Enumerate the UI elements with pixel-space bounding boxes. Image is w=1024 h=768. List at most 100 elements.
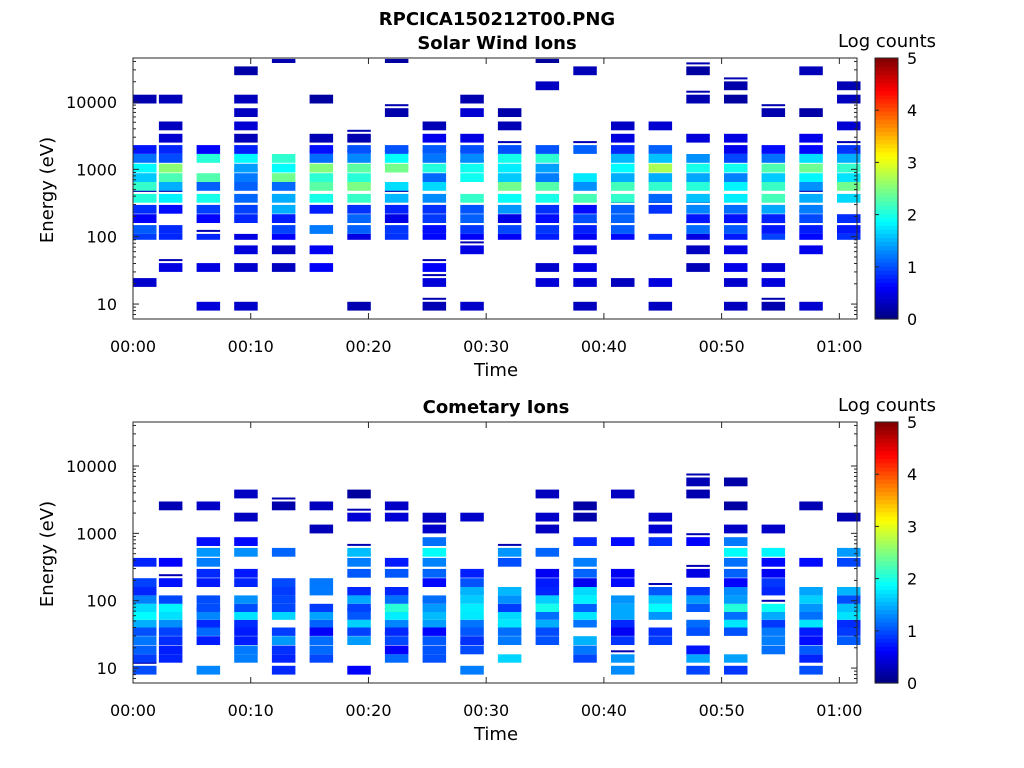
spectrogram-cell bbox=[686, 537, 710, 546]
spectrogram-cell bbox=[799, 133, 823, 143]
spectrogram-cell bbox=[497, 233, 522, 240]
spectrogram-cell bbox=[761, 263, 786, 272]
spectrogram-cell bbox=[460, 512, 484, 522]
spectrogram-cell bbox=[573, 245, 597, 255]
spectrogram-cell bbox=[158, 619, 183, 628]
spectrogram-cell bbox=[196, 145, 221, 154]
colorbar-segment bbox=[875, 532, 898, 537]
spectrogram-cell bbox=[158, 94, 183, 104]
colorbar-segment bbox=[875, 646, 898, 651]
colorbar-segment bbox=[875, 245, 898, 251]
spectrogram-cell bbox=[611, 214, 635, 223]
spectrogram-cell bbox=[686, 204, 710, 214]
spectrogram-cell bbox=[535, 204, 560, 214]
colorbar-segment bbox=[875, 450, 898, 456]
spectrogram-cell bbox=[196, 301, 221, 311]
spectrogram-cell bbox=[309, 603, 334, 612]
spectrogram-cell bbox=[158, 612, 183, 620]
spectrogram-cell bbox=[648, 163, 673, 173]
spectrogram-cell bbox=[799, 587, 823, 596]
spectrogram-cell bbox=[271, 173, 296, 182]
spectrogram-cell bbox=[460, 578, 484, 587]
spectrogram-cell bbox=[271, 204, 296, 214]
spectrogram-cell bbox=[460, 163, 484, 173]
spectrogram-cell bbox=[196, 233, 221, 240]
spectrogram-cell bbox=[724, 94, 748, 104]
spectrogram-cell bbox=[158, 173, 183, 182]
colorbar-segment bbox=[875, 589, 898, 594]
spectrogram-cell bbox=[271, 645, 296, 655]
spectrogram-cell bbox=[384, 645, 409, 655]
colorbar-segment bbox=[875, 487, 898, 492]
spectrogram-cell bbox=[309, 145, 334, 154]
x-tick-label: 00:40 bbox=[581, 701, 627, 720]
spectrogram-cell bbox=[837, 214, 861, 223]
spectrogram-cell bbox=[573, 636, 597, 645]
spectrogram-cell bbox=[535, 587, 560, 596]
spectrogram-cell bbox=[724, 278, 748, 287]
x-tick-label: 00:20 bbox=[345, 337, 391, 356]
spectrogram-cell bbox=[724, 204, 748, 214]
spectrogram-cell bbox=[497, 636, 522, 645]
spectrogram-cell bbox=[347, 557, 371, 567]
spectrogram-cell bbox=[422, 520, 447, 523]
colorbar-segment bbox=[875, 286, 898, 292]
spectrogram-cell bbox=[347, 619, 371, 628]
spectrogram-cell bbox=[837, 163, 861, 173]
spectrogram-cell bbox=[384, 595, 409, 604]
spectrogram-cell bbox=[837, 81, 861, 91]
colorbar-segment bbox=[875, 111, 898, 116]
spectrogram-cell bbox=[761, 524, 786, 534]
colorbar-segment bbox=[875, 86, 898, 92]
colorbar-segment bbox=[875, 658, 898, 664]
spectrogram-cell bbox=[648, 182, 673, 191]
spectrogram-cell bbox=[234, 619, 258, 628]
spectrogram-cell bbox=[460, 214, 484, 223]
spectrogram-cell bbox=[573, 263, 597, 272]
spectrogram-cell bbox=[460, 94, 484, 104]
spectrogram-cell bbox=[799, 233, 823, 240]
spectrogram-cell bbox=[196, 578, 221, 587]
spectrogram-cell bbox=[158, 654, 183, 663]
spectrogram-cell bbox=[158, 145, 183, 154]
spectrogram-cell bbox=[347, 173, 371, 182]
spectrogram-cell bbox=[309, 578, 334, 587]
spectrogram-cell bbox=[347, 129, 371, 132]
spectrogram-cell bbox=[724, 595, 748, 604]
spectrogram-cell bbox=[761, 619, 786, 628]
spectrogram-cell bbox=[384, 654, 409, 663]
spectrogram-cell bbox=[271, 225, 296, 234]
colorbar-segment bbox=[875, 159, 898, 165]
spectrogram-cell bbox=[648, 627, 673, 636]
colorbar-segment bbox=[875, 491, 898, 497]
spectrogram-cell bbox=[535, 595, 560, 604]
colorbar-tick-label: 5 bbox=[907, 413, 917, 432]
spectrogram-cell bbox=[309, 587, 334, 596]
colorbar-segment bbox=[875, 454, 898, 460]
spectrogram-cell bbox=[133, 645, 157, 655]
spectrogram-cell bbox=[271, 263, 296, 272]
spectrogram-cell bbox=[309, 173, 334, 182]
spectrogram-cell bbox=[535, 619, 560, 628]
spectrogram-cell bbox=[497, 145, 522, 154]
spectrogram-cell bbox=[497, 182, 522, 191]
spectrogram-cell bbox=[347, 182, 371, 191]
spectrogram-cell bbox=[422, 301, 447, 311]
spectrogram-cell bbox=[573, 619, 597, 628]
spectrogram-cell bbox=[724, 587, 748, 596]
spectrogram-cell bbox=[460, 612, 484, 620]
spectrogram-cell bbox=[158, 204, 183, 214]
spectrogram-cell bbox=[837, 121, 861, 131]
spectrogram-cell bbox=[384, 568, 409, 578]
colorbar-segment bbox=[875, 572, 898, 578]
figure-filename-title: RPCICA150212T00.PNG bbox=[379, 9, 615, 30]
spectrogram-cell bbox=[196, 173, 221, 182]
spectrogram-cell bbox=[234, 636, 258, 645]
spectrogram-cell bbox=[422, 297, 447, 300]
spectrogram-cell bbox=[234, 145, 258, 154]
colorbar-segment bbox=[875, 609, 898, 615]
colorbar-segment bbox=[875, 204, 898, 210]
spectrogram-cell bbox=[133, 145, 157, 154]
spectrogram-cell bbox=[309, 182, 334, 191]
